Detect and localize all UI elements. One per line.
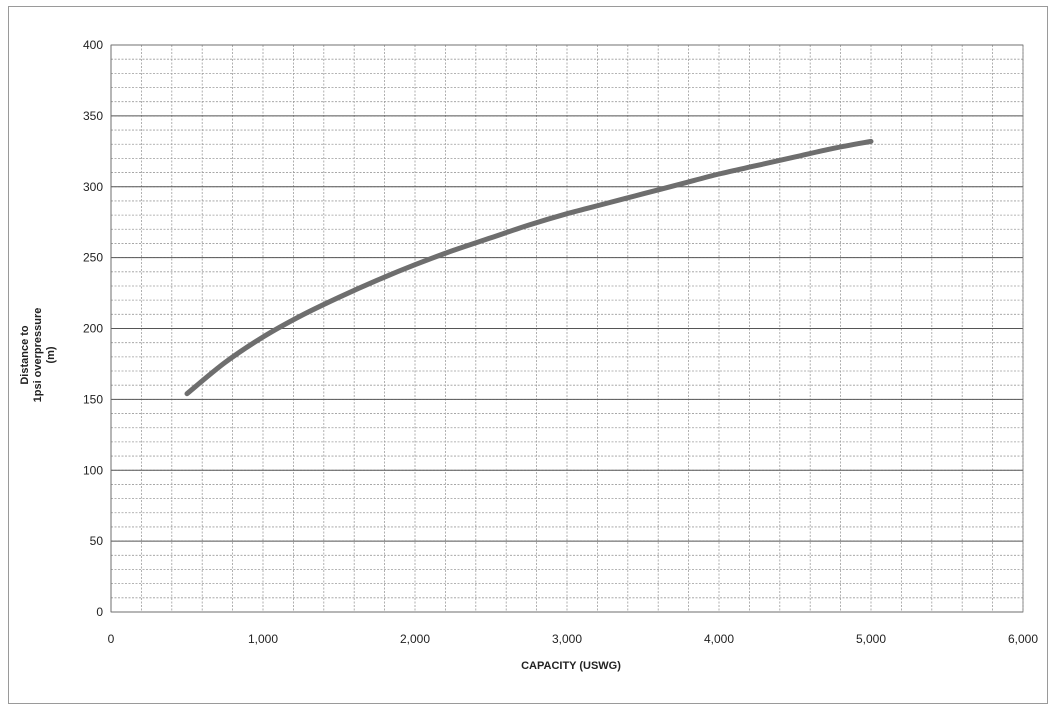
x-tick-label: 4,000	[704, 632, 734, 646]
x-tick-label: 5,000	[856, 632, 886, 646]
y-tick-labels: 0 50 100 150 200 250 300 350 400	[83, 38, 103, 619]
x-tick-label: 3,000	[552, 632, 582, 646]
x-tick-label: 1,000	[248, 632, 278, 646]
y-axis-title-line: (m)	[45, 346, 57, 363]
x-tick-labels: 0 1,000 2,000 3,000 4,000 5,000 6,000	[108, 632, 1039, 646]
y-tick-label: 50	[90, 534, 104, 548]
y-tick-label: 0	[96, 605, 103, 619]
x-tick-label: 0	[108, 632, 115, 646]
y-tick-label: 400	[83, 38, 103, 52]
y-tick-label: 300	[83, 180, 103, 194]
line-chart: 0 1,000 2,000 3,000 4,000 5,000 6,000 0 50 100 15…	[19, 38, 1039, 672]
y-tick-label: 250	[83, 251, 103, 265]
y-tick-label: 100	[83, 463, 103, 477]
y-tick-label: 350	[83, 109, 103, 123]
y-tick-label: 150	[83, 392, 103, 406]
series-line-0	[184, 138, 874, 397]
chart-frame: 0 1,000 2,000 3,000 4,000 5,000 6,000 0 50 100 15…	[8, 6, 1048, 704]
plot-area-border	[110, 44, 1024, 613]
axes	[110, 44, 1024, 613]
y-axis-title: Distance to1psi overpressure(m)	[19, 308, 57, 403]
x-tick-label: 2,000	[400, 632, 430, 646]
y-tick-label: 200	[83, 322, 103, 336]
x-axis-title: CAPACITY (USWG)	[521, 660, 621, 672]
y-axis-title-line: 1psi overpressure	[32, 308, 44, 403]
x-tick-label: 6,000	[1008, 632, 1038, 646]
series-layer	[184, 138, 874, 397]
y-axis-title-line: Distance to	[19, 325, 31, 385]
